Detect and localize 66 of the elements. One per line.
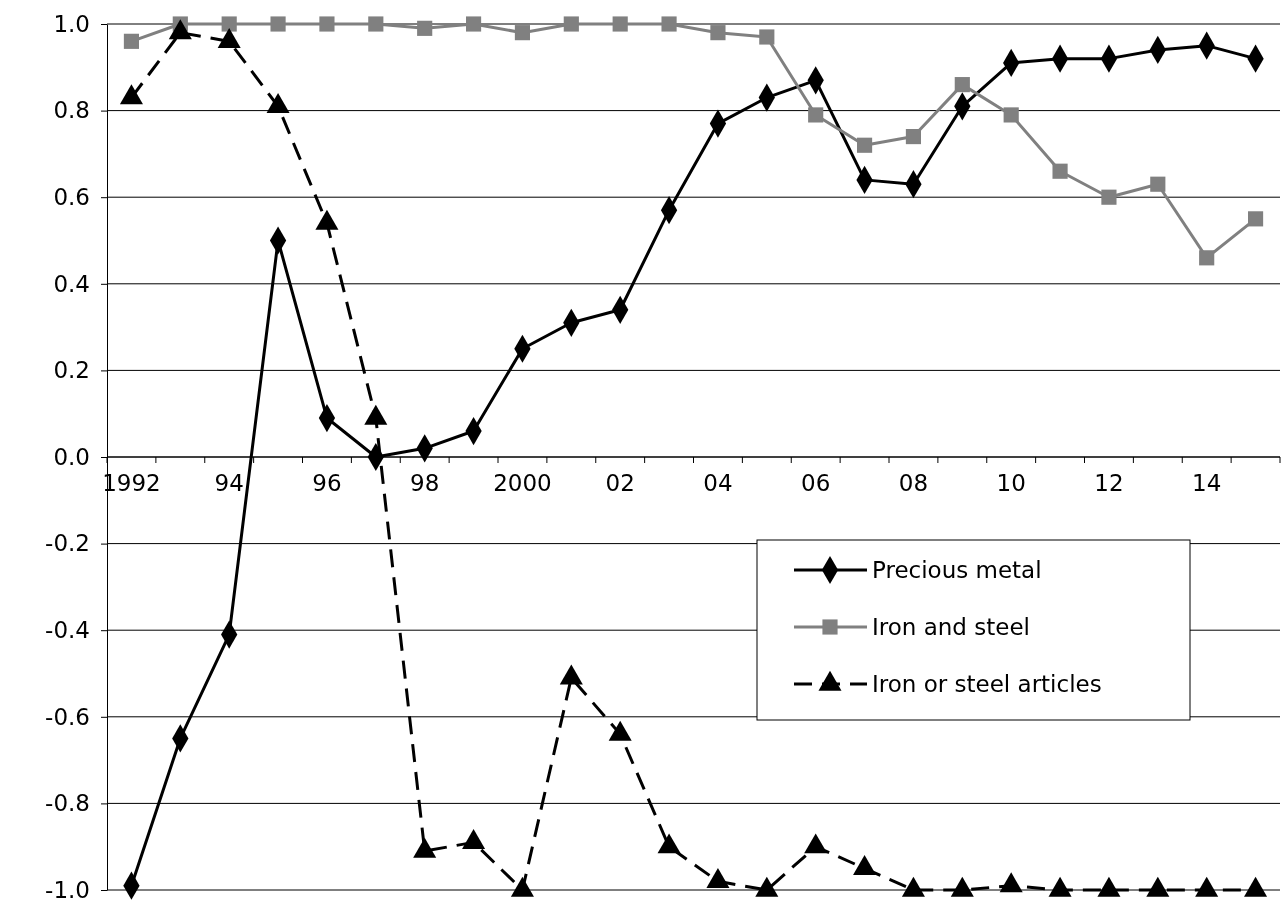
- point: [1048, 876, 1072, 897]
- x-tick-label: 04: [703, 470, 733, 496]
- legend-label: Iron and steel: [872, 614, 1030, 640]
- point: [462, 829, 486, 850]
- y-tick-label: 0.0: [53, 443, 90, 470]
- point: [950, 876, 974, 897]
- point: [706, 868, 730, 888]
- y-tick-label: 0.2: [53, 357, 90, 384]
- point: [221, 16, 237, 32]
- point: [608, 720, 632, 741]
- point: [563, 16, 579, 32]
- x-tick-label: 02: [605, 470, 635, 496]
- point: [1003, 107, 1019, 123]
- point: [1195, 876, 1219, 897]
- y-tick-label: 0.6: [53, 184, 90, 211]
- point: [808, 107, 824, 123]
- x-tick-label: 2000: [493, 470, 552, 496]
- point: [759, 29, 775, 45]
- point: [755, 876, 779, 897]
- point: [514, 25, 531, 41]
- x-tick-label: 14: [1192, 470, 1222, 496]
- point: [319, 16, 335, 32]
- point: [1097, 876, 1121, 897]
- y-tick-label: 0.4: [53, 270, 90, 297]
- point: [559, 664, 583, 685]
- x-tick-label: 96: [312, 470, 342, 496]
- y-tick-label: 0.8: [53, 97, 90, 124]
- point: [510, 876, 534, 897]
- point: [710, 25, 726, 41]
- point: [905, 129, 922, 145]
- point: [368, 16, 384, 32]
- point: [1244, 876, 1268, 897]
- point: [270, 16, 286, 32]
- x-tick-label: 12: [1094, 470, 1124, 496]
- y-tick-label: -1.0: [45, 876, 90, 903]
- legend-label: Precious metal: [872, 557, 1042, 583]
- point: [123, 33, 140, 49]
- point: [413, 837, 437, 858]
- y-tick-label: -0.6: [45, 703, 90, 730]
- point: [804, 833, 828, 854]
- x-tick-label: 06: [801, 470, 831, 496]
- point: [901, 876, 925, 897]
- point: [612, 16, 628, 32]
- x-tick-label: 94: [214, 470, 244, 496]
- point: [1101, 189, 1117, 205]
- point: [1052, 163, 1068, 179]
- point: [954, 77, 970, 93]
- x-tick-label: 10: [996, 470, 1026, 496]
- legend-label: Iron or steel articles: [872, 671, 1102, 697]
- point: [657, 833, 681, 854]
- point: [1247, 211, 1264, 227]
- point: [1150, 176, 1166, 192]
- point: [1199, 250, 1215, 266]
- point: [999, 872, 1023, 893]
- point: [661, 16, 677, 32]
- x-tick-label: 08: [898, 470, 929, 496]
- x-tick-label: 98: [410, 470, 440, 496]
- point: [417, 20, 433, 36]
- y-tick-label: -0.8: [45, 790, 90, 817]
- y-tick-label: -0.2: [45, 530, 90, 557]
- point: [856, 137, 873, 153]
- point: [1146, 876, 1170, 897]
- y-tick-label: 1.0: [53, 10, 90, 37]
- point: [853, 855, 877, 875]
- y-tick-label: -0.4: [45, 617, 90, 644]
- point: [465, 16, 482, 32]
